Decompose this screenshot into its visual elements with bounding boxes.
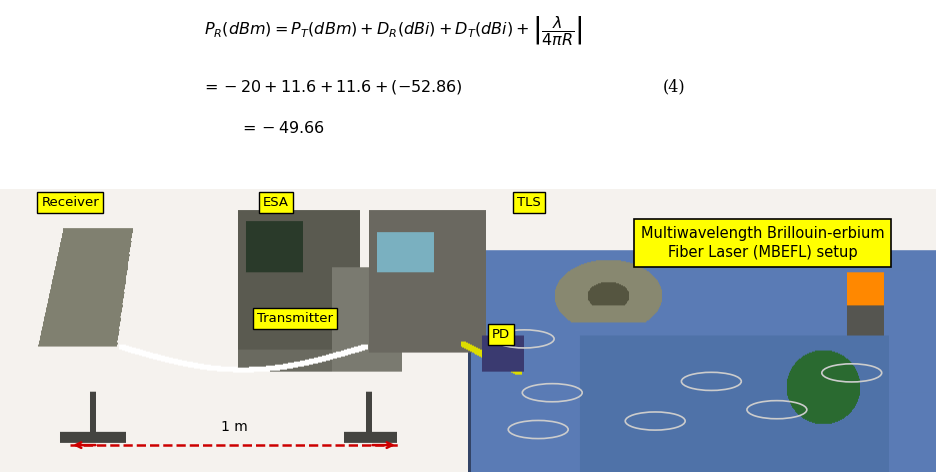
Text: $P_R(dBm) = P_T(dBm) + D_R(dBi) + D_T(dBi) + \left|\dfrac{\lambda}{4\pi R}\right: $P_R(dBm) = P_T(dBm) + D_R(dBi) + D_T(dB… [204, 14, 582, 47]
Text: Transmitter: Transmitter [256, 312, 333, 325]
Text: PD: PD [491, 328, 510, 341]
Text: $= -20 + 11.6 + 11.6 + (-52.86)$: $= -20 + 11.6 + 11.6 + (-52.86)$ [201, 78, 463, 96]
Text: TLS: TLS [517, 196, 541, 209]
Text: (4): (4) [663, 78, 685, 95]
Text: 1 m: 1 m [221, 420, 247, 434]
Text: ESA: ESA [263, 196, 289, 209]
Text: Receiver: Receiver [41, 196, 99, 209]
Text: $= -49.66$: $= -49.66$ [239, 120, 325, 137]
Text: Multiwavelength Brillouin-erbium
Fiber Laser (MBEFL) setup: Multiwavelength Brillouin-erbium Fiber L… [641, 226, 885, 261]
